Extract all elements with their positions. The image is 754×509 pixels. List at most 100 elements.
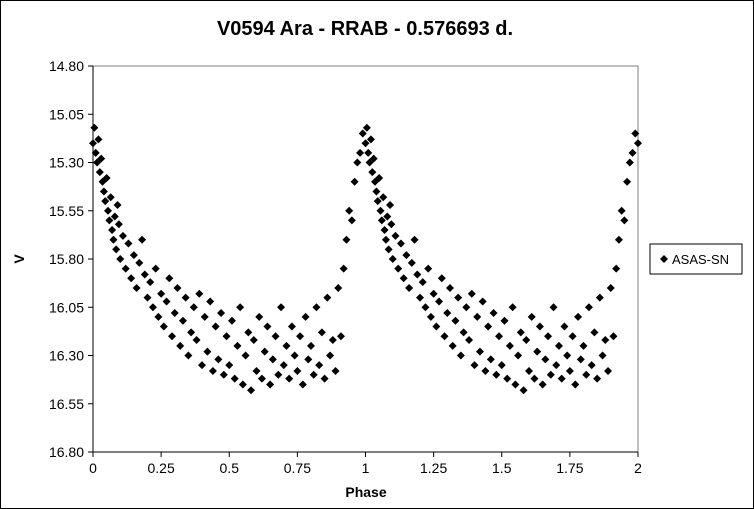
data-point	[454, 293, 463, 302]
data-point	[530, 374, 539, 383]
data-point	[576, 355, 585, 364]
data-point	[571, 380, 580, 389]
data-point	[143, 293, 152, 302]
data-point	[604, 366, 613, 375]
data-point	[552, 361, 561, 370]
data-point	[102, 173, 111, 182]
data-point	[326, 351, 335, 360]
data-point	[396, 239, 405, 248]
data-point	[533, 347, 542, 356]
data-point	[124, 239, 133, 248]
data-point	[584, 303, 593, 312]
data-point	[587, 361, 596, 370]
data-point	[590, 328, 599, 337]
y-tick-label: 16.05	[49, 299, 84, 315]
data-point	[421, 303, 430, 312]
data-point	[217, 309, 226, 318]
data-point	[200, 312, 209, 321]
data-point	[486, 355, 495, 364]
data-point	[448, 341, 457, 350]
data-point	[606, 283, 615, 292]
data-point	[538, 380, 547, 389]
data-point	[342, 235, 351, 244]
data-point	[379, 193, 388, 202]
data-point	[249, 336, 258, 345]
data-point	[364, 148, 373, 157]
data-point	[307, 341, 315, 350]
data-point	[219, 370, 228, 379]
data-point	[407, 258, 416, 267]
data-point	[511, 380, 520, 389]
data-point	[298, 380, 307, 389]
data-point	[266, 380, 275, 389]
data-point	[181, 293, 190, 302]
data-point	[138, 235, 147, 244]
data-point	[462, 303, 471, 312]
data-point	[435, 297, 444, 306]
x-tick-label: 1	[362, 460, 370, 476]
data-point	[257, 374, 266, 383]
data-point	[478, 297, 487, 306]
data-point	[405, 283, 414, 292]
data-point	[189, 303, 198, 312]
data-point	[211, 322, 220, 331]
data-point	[362, 123, 371, 132]
data-point	[97, 154, 106, 163]
data-point	[290, 351, 299, 360]
x-tick-label: 2	[634, 460, 642, 476]
x-tick-label: 1.25	[420, 460, 447, 476]
data-point	[505, 341, 514, 350]
data-point	[178, 316, 187, 325]
y-axis-label: V	[11, 254, 27, 264]
data-point	[353, 158, 362, 167]
data-point	[377, 216, 386, 225]
data-point	[470, 361, 479, 370]
data-point	[574, 312, 583, 321]
data-point	[347, 216, 356, 225]
legend-marker-diamond	[660, 255, 668, 263]
data-point	[247, 386, 256, 395]
data-point	[187, 328, 196, 337]
data-point	[525, 366, 533, 375]
data-point	[345, 206, 354, 215]
data-point	[459, 328, 468, 337]
data-point	[114, 220, 123, 229]
y-tick-label: 16.55	[49, 396, 84, 412]
data-point	[368, 168, 377, 177]
data-point	[195, 289, 204, 298]
data-point	[274, 370, 283, 379]
data-point	[112, 245, 121, 254]
data-point	[617, 206, 626, 215]
data-point	[391, 231, 400, 240]
data-point	[426, 312, 435, 321]
data-point	[445, 283, 454, 292]
x-axis-label: Phase	[345, 484, 386, 500]
data-point	[91, 148, 100, 157]
data-point	[277, 303, 286, 312]
data-point	[255, 312, 264, 321]
data-point	[233, 341, 242, 350]
data-point	[481, 366, 490, 375]
data-point	[192, 336, 201, 345]
x-tick-label: 1.75	[556, 460, 583, 476]
data-point	[416, 293, 424, 302]
data-point	[546, 370, 555, 379]
data-point	[129, 251, 138, 260]
data-point	[113, 200, 122, 209]
data-point	[519, 386, 528, 395]
y-tick-label: 14.80	[49, 58, 84, 74]
data-point	[304, 355, 313, 364]
data-point	[148, 303, 157, 312]
data-point	[309, 370, 318, 379]
data-point	[557, 374, 566, 383]
data-point	[429, 289, 438, 298]
data-point	[334, 283, 343, 292]
data-point	[301, 312, 310, 321]
data-point	[384, 245, 393, 254]
data-point	[165, 274, 174, 283]
data-point	[495, 332, 504, 341]
data-point	[103, 206, 112, 215]
data-point	[109, 235, 118, 244]
data-point	[601, 336, 610, 345]
